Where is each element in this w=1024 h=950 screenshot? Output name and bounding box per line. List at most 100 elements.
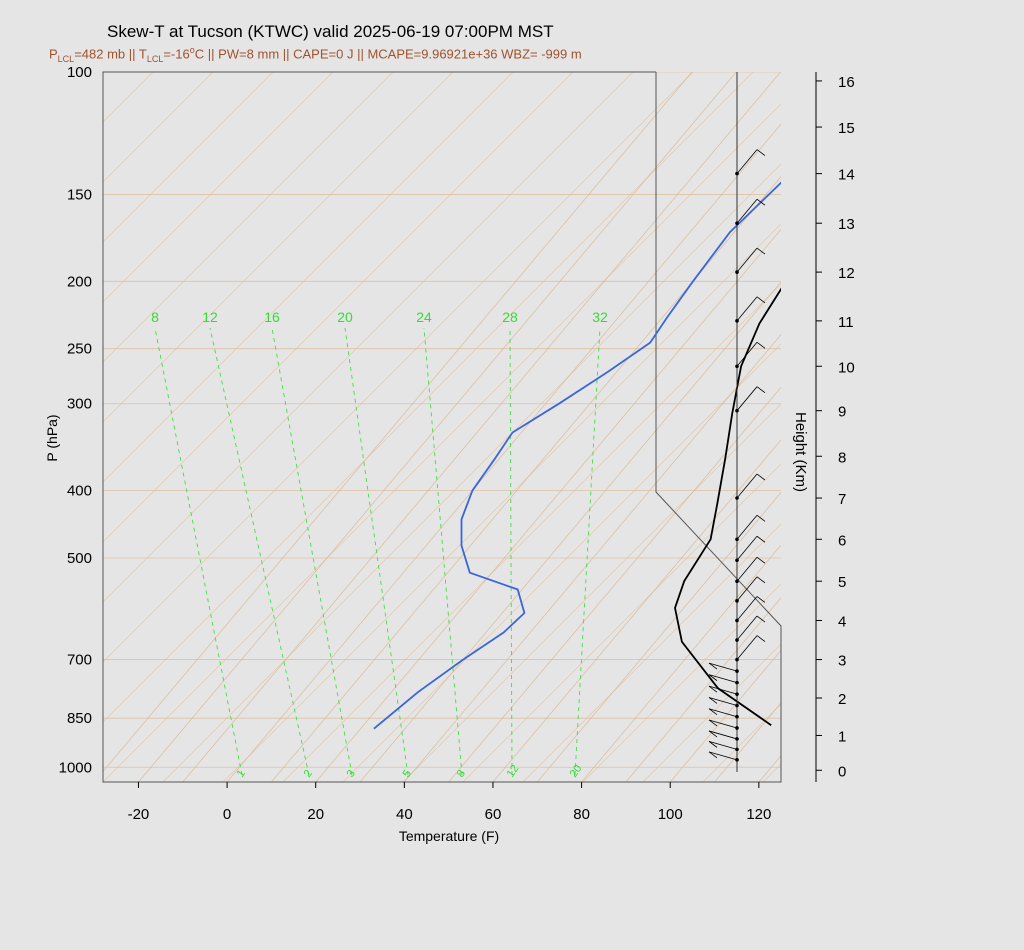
dry-adiabat-line [103,72,634,603]
dry-adiabat-line [103,72,214,183]
isotherm-line [936,72,1024,782]
isotherm-line [404,334,781,782]
y-tick-label: 100 [67,64,92,81]
wind-barb-shaft [736,386,758,411]
wind-barb-flag [756,576,766,584]
wind-barb-shaft [736,473,758,499]
x-axis-label: Temperature (F) [399,828,499,844]
subtitle-sub-lcl-2: LCL [146,53,164,64]
height-tick-label: 3 [838,653,846,670]
dry-adiabat-line [702,703,781,782]
wind-barb-shaft [736,296,758,322]
height-tick-label: 10 [838,359,855,376]
height-axis-label: Height (Km) [792,412,809,492]
dry-adiabat-line [342,343,781,782]
isotherm-line [492,439,781,782]
wind-barb [736,386,766,411]
y-tick-label: 1000 [59,759,92,776]
height-tick-label: 6 [838,532,846,549]
dry-adiabat-line [402,403,781,782]
wind-barb [708,708,738,718]
mixing-ratio-line [509,327,513,776]
wind-barb-shaft [708,719,738,729]
dry-adiabat-line [0,0,283,782]
wind-barb-flag [756,556,766,564]
wind-barb-shaft [708,685,738,695]
wind-barb-flag [756,535,766,543]
dry-adiabat-line [103,72,754,723]
x-tick-label: 100 [658,806,683,823]
wind-barb-flag [756,615,766,623]
wind-barb-flag [708,662,718,670]
subtitle-mid: =482 mb || T [74,46,147,62]
height-tick-label: 11 [838,314,854,331]
wind-barb-shaft [708,662,738,672]
wind-barb-flag [756,473,766,481]
wind-barb-flag [708,697,718,704]
dry-adiabat-line [823,0,1024,782]
y-tick-label: 400 [67,483,92,500]
x-tick-label: 20 [307,806,324,823]
wind-barb [736,198,766,224]
series-layer [373,181,781,730]
mixing-ratio-label-bottom: 20 [568,763,585,780]
wind-barb [736,535,766,561]
height-tick-label: 13 [838,216,855,233]
chart-title: Skew-T at Tucson (KTWC) valid 2025-06-19… [107,22,554,41]
y-tick-label: 150 [67,186,92,203]
height-tick-label: 16 [838,74,855,91]
wind-barb [708,751,738,761]
isotherm-line [581,544,781,782]
mixing-ratio-label-bottom: 1 [235,768,248,780]
dry-adiabat-line [462,463,781,782]
mixing-ratio-line [574,327,601,776]
wind-barb [736,615,766,641]
wind-barb-shaft [736,615,758,641]
height-tick-label: 9 [838,404,846,421]
wind-barb [736,149,766,174]
y-tick-label: 200 [67,273,92,290]
axes-layer: 1000850700500400300250200150100811221632… [59,64,855,823]
mixing-ratio-line [344,327,409,776]
wind-barb [736,296,766,322]
isotherm-line [103,72,693,773]
mixing-ratio-label-top: 8 [151,309,159,325]
mixing-ratio-label-top: 24 [416,309,432,325]
mixing-ratio-label-top: 12 [202,309,218,325]
x-tick-label: 60 [485,806,502,823]
height-tick-label: 1 [838,728,846,745]
isotherm-line [448,386,781,782]
height-tick-label: 0 [838,763,846,780]
wind-barb-shaft [736,535,758,561]
subtitle-sub-lcl-1: LCL [57,53,75,64]
wind-barb-flag [708,730,718,738]
wind-barbs [708,72,766,772]
mixing-ratio-label-bottom: 2 [302,768,315,780]
wind-barb [736,576,766,602]
dry-adiabat-line [103,72,394,363]
wind-barb [708,674,738,684]
mixing-ratio-line [423,327,463,776]
y-tick-label: 300 [67,396,92,413]
wind-barb-flag [756,198,766,206]
height-tick-label: 2 [838,691,846,708]
wind-barb-flag [756,341,766,349]
dry-adiabat-line [762,763,781,782]
dry-adiabat-line [103,72,574,543]
wind-barb-shaft [736,596,758,621]
dry-adiabat-line [162,163,781,782]
wind-barb [708,730,738,740]
temperature-profile [674,287,781,726]
wind-barb [708,697,738,706]
wind-barb-shaft [736,198,758,224]
y-tick-label: 700 [67,652,92,669]
mixing-ratio-label-top: 28 [502,309,518,325]
wind-barb-shaft [736,635,758,660]
subtitle-rest: C || PW=8 mm || CAPE=0 J || MCAPE=9.9692… [194,46,582,62]
height-tick-label: 4 [838,613,846,630]
subtitle-p: P [49,46,58,62]
wind-barb-flag [756,596,766,603]
height-tick-label: 12 [838,265,855,282]
wind-barb-flag [756,514,766,522]
